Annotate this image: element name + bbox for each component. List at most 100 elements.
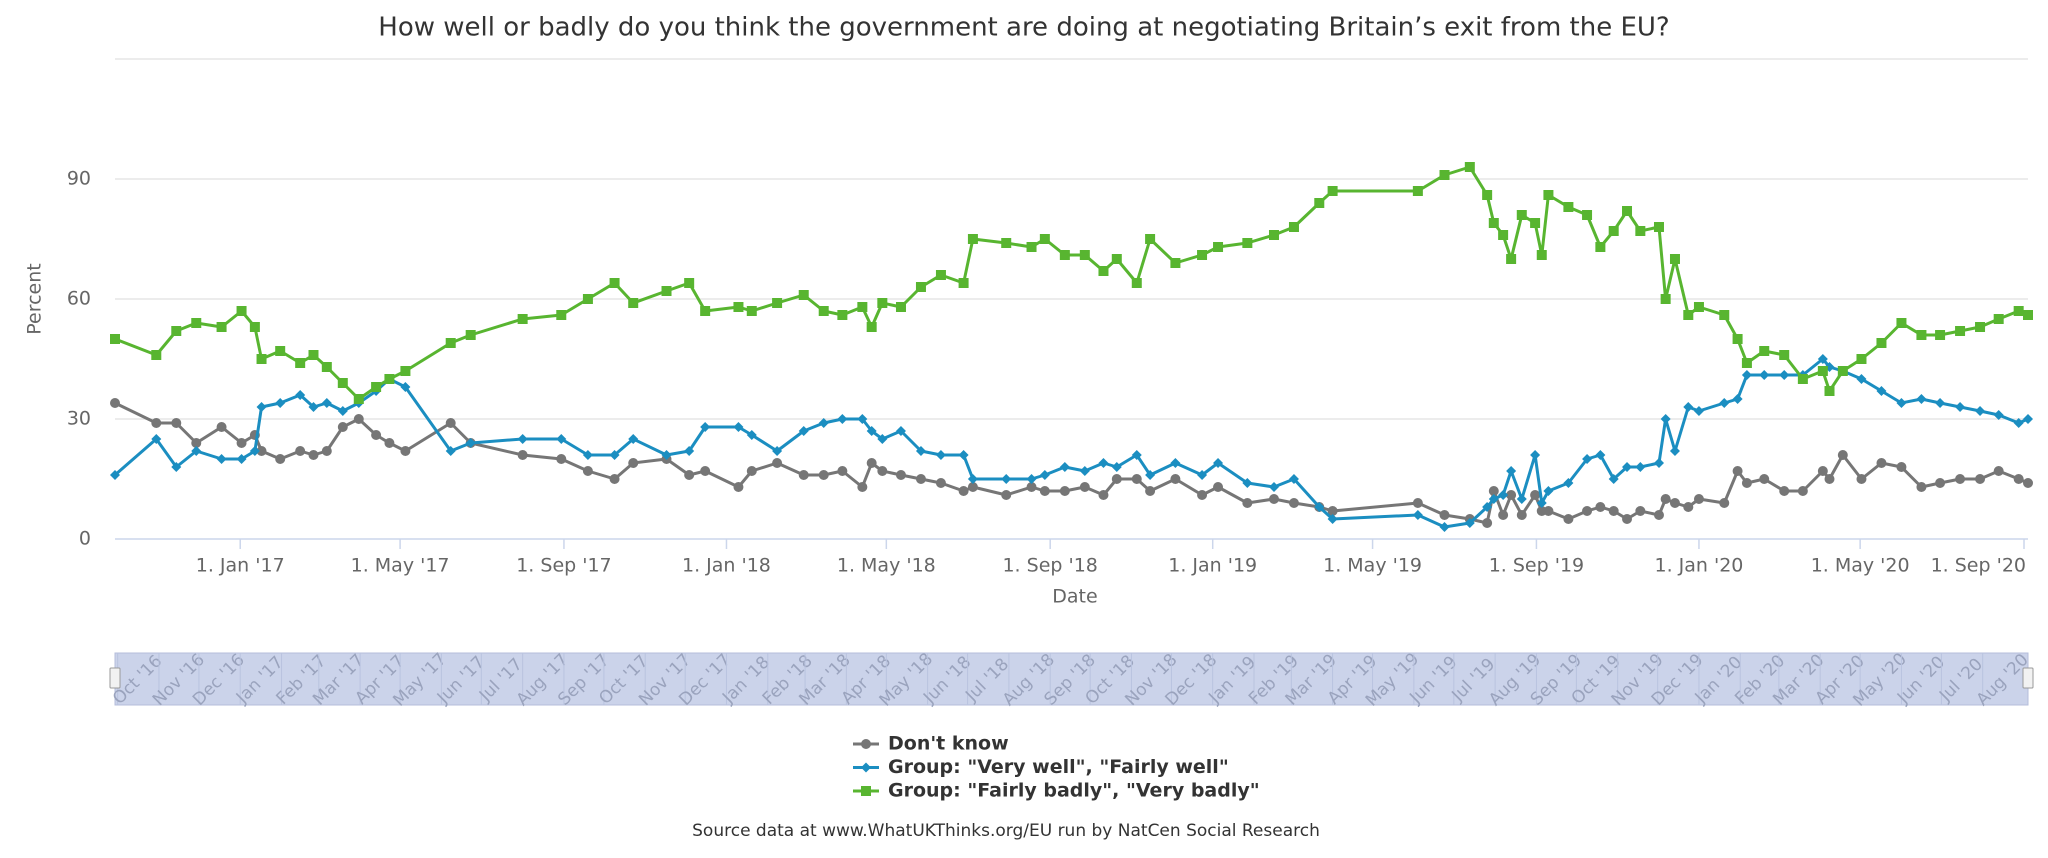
point: [746, 430, 757, 440]
point: [857, 414, 868, 424]
point: [837, 466, 848, 476]
point: [1608, 474, 1619, 484]
x-tick-label: 1. Sep '18: [1002, 555, 1097, 577]
point: [1506, 466, 1517, 476]
point: [684, 446, 695, 456]
point: [1660, 294, 1671, 304]
point: [2023, 310, 2033, 320]
point: [1993, 410, 2004, 420]
navigator[interactable]: [114, 652, 2029, 706]
point: [1732, 466, 1743, 476]
point: [1955, 474, 1966, 484]
point: [1412, 510, 1423, 520]
point: [337, 378, 348, 388]
point: [1975, 322, 1986, 332]
point: [1288, 222, 1299, 232]
point: [216, 422, 227, 432]
point: [1516, 510, 1527, 520]
point: [1876, 458, 1887, 468]
x-tick-label: 1. May '17: [351, 555, 450, 577]
point: [1536, 498, 1547, 508]
point: [321, 398, 332, 408]
point: [308, 450, 319, 460]
point: [1582, 506, 1593, 516]
point: [1213, 482, 1224, 492]
point: [1530, 450, 1541, 460]
point: [772, 298, 783, 308]
point: [609, 450, 620, 460]
point: [877, 466, 888, 476]
point: [733, 302, 744, 312]
point: [628, 298, 639, 308]
point: [1955, 326, 1966, 336]
point: [2013, 306, 2024, 316]
point: [1935, 478, 1946, 488]
navigator-handle[interactable]: [109, 667, 121, 689]
x-tick-label: 1. Sep '20: [1931, 555, 2026, 577]
point: [308, 402, 319, 412]
point: [1242, 238, 1253, 248]
point: [110, 470, 120, 480]
point: [1079, 482, 1090, 492]
point: [1170, 474, 1181, 484]
point: [1935, 330, 1946, 340]
point: [1197, 490, 1208, 500]
point: [1039, 470, 1050, 480]
point: [1498, 230, 1509, 240]
point: [1314, 502, 1325, 512]
point: [1439, 510, 1450, 520]
point: [1824, 474, 1835, 484]
x-tick-label: 1. Jan '18: [682, 555, 771, 577]
point: [321, 446, 332, 456]
point: [556, 434, 567, 444]
point: [1719, 398, 1730, 408]
legend-marker: [861, 786, 871, 796]
point: [895, 426, 906, 436]
point: [1506, 254, 1517, 264]
point: [236, 306, 247, 316]
point: [798, 426, 809, 436]
point: [1660, 414, 1671, 424]
point: [1622, 206, 1633, 216]
point: [866, 458, 877, 468]
point: [915, 282, 926, 292]
x-tick-label: 1. Jan '20: [1655, 555, 1744, 577]
point: [609, 278, 620, 288]
point: [371, 382, 382, 392]
point: [445, 446, 456, 456]
point: [1779, 486, 1790, 496]
point: [684, 278, 695, 288]
point: [1608, 506, 1619, 516]
point: [877, 298, 888, 308]
point: [275, 454, 286, 464]
point: [700, 466, 711, 476]
point: [110, 398, 120, 408]
point: [191, 438, 202, 448]
point: [1955, 402, 1966, 412]
point: [1916, 330, 1927, 340]
navigator-handle[interactable]: [2022, 667, 2034, 689]
point: [628, 458, 639, 468]
point: [1896, 462, 1907, 472]
point: [1732, 394, 1743, 404]
point: [700, 306, 711, 316]
x-axis-title: Date: [1052, 586, 1097, 608]
point: [1288, 474, 1299, 484]
point: [1543, 506, 1554, 516]
point: [256, 446, 267, 456]
point: [1856, 374, 1867, 384]
point: [353, 414, 364, 424]
point: [1111, 474, 1122, 484]
legend-marker: [861, 739, 871, 749]
point: [1079, 250, 1090, 260]
point: [384, 374, 395, 384]
point: [308, 350, 319, 360]
point: [1916, 482, 1927, 492]
point: [1439, 522, 1450, 532]
point: [1935, 398, 1946, 408]
x-tick-label: 1. Jan '17: [196, 555, 285, 577]
point: [837, 310, 848, 320]
point: [1595, 502, 1606, 512]
legend-label: Group: "Fairly badly", "Very badly": [888, 780, 1260, 802]
point: [1498, 490, 1509, 500]
